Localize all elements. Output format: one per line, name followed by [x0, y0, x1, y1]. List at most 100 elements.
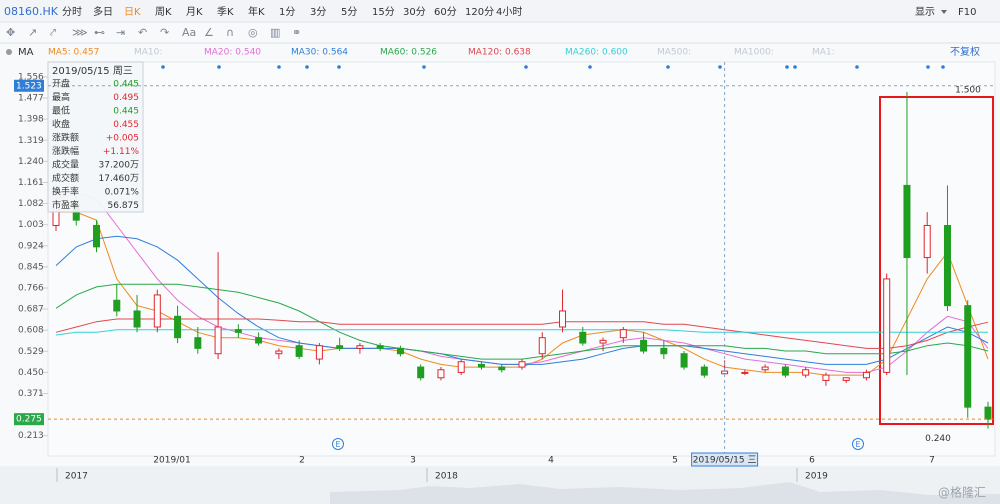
y-tick-label: 1.398	[18, 115, 44, 125]
candle-body	[214, 326, 222, 355]
period-tab[interactable]: 季K	[217, 6, 234, 18]
info-value: +1.11%	[103, 147, 140, 157]
candle-body	[194, 337, 202, 349]
period-tab[interactable]: 15分	[372, 6, 395, 18]
x-tick-label: 6	[809, 456, 815, 466]
period-tab[interactable]: 1分	[279, 6, 295, 18]
legend-entry-inactive[interactable]: MA10:	[134, 48, 162, 58]
info-value: 0.445	[113, 107, 139, 117]
candle-body	[721, 370, 729, 375]
info-label: 市盈率	[52, 199, 79, 211]
crosshair-date-box	[691, 452, 759, 467]
period-tab[interactable]: 4小时	[496, 6, 522, 18]
period-tab[interactable]: 周K	[155, 6, 172, 18]
legend-entry[interactable]: MA120: 0.638	[468, 48, 531, 58]
period-tab[interactable]: 月K	[186, 6, 203, 18]
tool-icon[interactable]: ⚭	[292, 26, 301, 39]
candle-body	[619, 329, 627, 339]
period-tab[interactable]: 分时	[62, 6, 82, 18]
y-tick-label: 1.556	[18, 72, 44, 82]
y-tick-label: 0.529	[18, 347, 44, 357]
f10-button[interactable]: F10	[958, 7, 976, 18]
legend-entry[interactable]: MA60: 0.526	[380, 48, 437, 58]
tool-icon[interactable]: ⤤	[50, 26, 56, 39]
timeline-year: 2018	[435, 472, 458, 482]
crosshair-date-label: 2019/05/15 三	[693, 456, 757, 466]
tool-icon[interactable]: ▥	[270, 26, 280, 39]
event-dot	[718, 65, 722, 69]
candle-body	[802, 369, 810, 376]
candle-body	[174, 315, 182, 339]
period-tab[interactable]: 5分	[341, 6, 357, 18]
tool-icon[interactable]: ⇥	[116, 26, 125, 39]
y-tick-label: 0.213	[18, 431, 44, 441]
event-dot	[793, 65, 797, 69]
candle-body	[862, 371, 870, 379]
tool-icon[interactable]: ∠	[204, 26, 214, 39]
period-tab[interactable]: 3分	[310, 6, 326, 18]
candle-body	[559, 310, 567, 328]
info-value: 37.200万	[99, 161, 140, 171]
period-tab[interactable]: 30分	[403, 6, 426, 18]
candle-body	[376, 345, 384, 349]
y-tick-label: 0.371	[18, 389, 44, 399]
period-tab[interactable]: 多日	[93, 5, 113, 18]
period-tab[interactable]: 年K	[248, 5, 265, 18]
candle-body	[113, 299, 121, 312]
candle-body	[984, 406, 992, 420]
event-dot	[666, 65, 670, 69]
event-dot	[785, 65, 789, 69]
legend-entry[interactable]: MA5: 0.457	[48, 48, 99, 58]
event-dot	[337, 65, 341, 69]
tool-icon[interactable]: ◎	[248, 26, 258, 39]
y-tick-label: 0.450	[18, 368, 44, 378]
tool-icon[interactable]: Aa	[182, 26, 196, 39]
candle-body	[498, 366, 506, 371]
info-value: 0.445	[113, 80, 139, 90]
ma-line	[55, 318, 989, 349]
price-annotation: 1.500	[955, 85, 981, 95]
tool-icon[interactable]: ⋙	[72, 26, 88, 39]
info-label: 最高	[52, 91, 70, 103]
symbol[interactable]: 08160.HK	[4, 5, 59, 18]
ma-line	[55, 329, 988, 336]
tool-icon[interactable]: ↷	[160, 26, 169, 39]
info-value: 17.460万	[99, 174, 140, 184]
x-tick-label: 3	[410, 456, 416, 466]
candle-body	[275, 350, 283, 355]
event-marker	[852, 438, 864, 450]
legend-entry-inactive[interactable]: MA1:	[812, 48, 835, 58]
info-label: 涨跌额	[52, 132, 79, 144]
candle-body	[133, 310, 141, 328]
info-value: 56.875	[108, 201, 140, 211]
period-tab[interactable]: 日K	[124, 7, 141, 18]
y-tick-label: 1.319	[18, 136, 44, 146]
candle-body	[822, 374, 830, 381]
display-menu[interactable]: 显示	[915, 6, 935, 18]
tool-icon[interactable]: ↶	[138, 26, 147, 39]
info-label: 换手率	[52, 186, 79, 198]
candle-body	[295, 345, 303, 357]
highlight-box	[879, 96, 994, 425]
period-tab[interactable]: 120分	[465, 6, 494, 18]
candle-body	[234, 329, 242, 333]
legend-entry-inactive[interactable]: MA1000:	[734, 48, 774, 58]
legend-entry[interactable]: MA20: 0.540	[204, 48, 261, 58]
tool-icon[interactable]: ⊷	[94, 26, 105, 39]
candle-body	[903, 184, 911, 259]
legend-entry[interactable]: MA30: 0.564	[291, 48, 348, 58]
info-label: 成交量	[52, 159, 79, 171]
tool-icon[interactable]: ∩	[226, 26, 234, 39]
period-tab[interactable]: 60分	[434, 6, 457, 18]
ma-toggle[interactable]	[6, 49, 12, 55]
tool-icon[interactable]: ↗	[28, 26, 37, 39]
tool-icon[interactable]: ✥	[6, 26, 15, 39]
legend-entry-inactive[interactable]: MA500:	[657, 48, 691, 58]
info-label: 收盘	[52, 118, 70, 130]
candle-body	[700, 366, 708, 376]
adjust-toggle[interactable]: 不复权	[950, 45, 980, 58]
legend-entry[interactable]: MA260: 0.600	[565, 48, 628, 58]
candle-body	[781, 366, 789, 376]
candle-body	[842, 377, 850, 381]
